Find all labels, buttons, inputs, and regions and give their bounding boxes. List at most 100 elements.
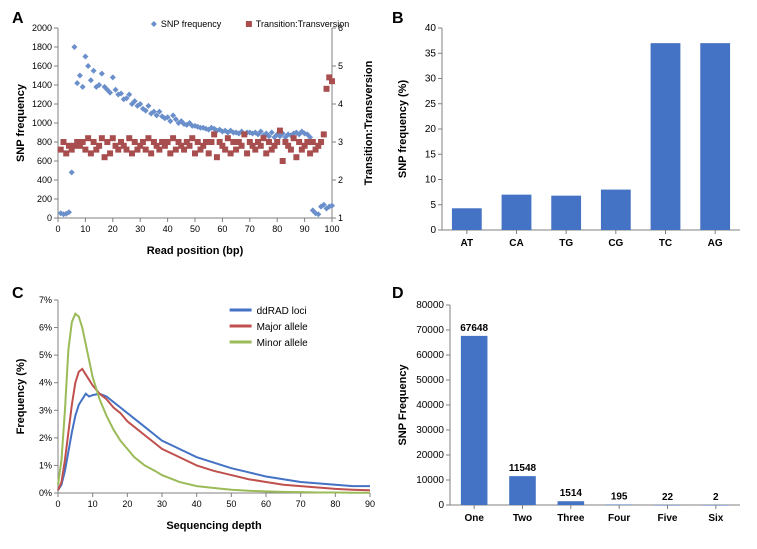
svg-text:2%: 2%: [39, 432, 52, 442]
svg-text:5%: 5%: [39, 350, 52, 360]
panel-b: B 0510152025303540ATCATGCGTCAGSNP freque…: [390, 10, 750, 265]
svg-text:5: 5: [338, 61, 343, 71]
svg-text:Read position (bp): Read position (bp): [147, 245, 244, 257]
svg-text:400: 400: [37, 175, 52, 185]
svg-text:1600: 1600: [32, 61, 52, 71]
svg-text:2: 2: [338, 175, 343, 185]
svg-text:CA: CA: [509, 238, 523, 249]
svg-text:30: 30: [157, 499, 167, 509]
svg-text:40: 40: [163, 224, 173, 234]
svg-text:10: 10: [88, 499, 98, 509]
panel-d-chart: 0100002000030000400005000060000700008000…: [390, 285, 750, 535]
svg-text:35: 35: [425, 48, 437, 59]
svg-text:11548: 11548: [509, 463, 537, 474]
svg-text:30: 30: [425, 74, 437, 85]
svg-text:Transition:Transversion: Transition:Transversion: [256, 19, 349, 29]
svg-text:40: 40: [425, 23, 437, 34]
svg-text:2000: 2000: [32, 23, 52, 33]
svg-text:60: 60: [217, 224, 227, 234]
svg-text:One: One: [464, 513, 484, 524]
svg-text:100: 100: [324, 224, 339, 234]
svg-text:30: 30: [135, 224, 145, 234]
svg-text:80: 80: [330, 499, 340, 509]
svg-text:90: 90: [300, 224, 310, 234]
svg-text:10: 10: [80, 224, 90, 234]
svg-text:70000: 70000: [416, 325, 444, 336]
svg-text:5: 5: [430, 200, 436, 211]
svg-text:20000: 20000: [416, 450, 444, 461]
svg-text:Major allele: Major allele: [257, 322, 309, 333]
svg-text:1800: 1800: [32, 42, 52, 52]
panel-a-label: A: [12, 10, 24, 28]
panel-a-chart: 0102030405060708090100020040060080010001…: [10, 10, 380, 260]
svg-text:1400: 1400: [32, 80, 52, 90]
svg-text:25: 25: [425, 99, 437, 110]
svg-text:70: 70: [245, 224, 255, 234]
svg-text:50000: 50000: [416, 375, 444, 386]
svg-text:1000: 1000: [32, 118, 52, 128]
svg-text:Six: Six: [708, 513, 723, 524]
svg-text:AG: AG: [708, 238, 723, 249]
svg-text:60000: 60000: [416, 350, 444, 361]
svg-text:0: 0: [438, 500, 444, 511]
svg-text:50: 50: [226, 499, 236, 509]
svg-text:67648: 67648: [460, 322, 488, 333]
svg-text:50: 50: [190, 224, 200, 234]
panel-c: C 01020304050607080900%1%2%3%4%5%6%7%Seq…: [10, 285, 380, 540]
panel-b-chart: 0510152025303540ATCATGCGTCAGSNP frequenc…: [390, 10, 750, 260]
svg-text:Four: Four: [608, 513, 630, 524]
svg-text:195: 195: [611, 491, 628, 502]
svg-text:15: 15: [425, 149, 437, 160]
panel-c-chart: 01020304050607080900%1%2%3%4%5%6%7%Seque…: [10, 285, 380, 535]
svg-text:TG: TG: [559, 238, 573, 249]
svg-text:0%: 0%: [39, 488, 52, 498]
svg-text:0: 0: [55, 499, 60, 509]
svg-text:10: 10: [425, 175, 437, 186]
svg-text:0: 0: [47, 213, 52, 223]
svg-text:1%: 1%: [39, 460, 52, 470]
svg-text:1: 1: [338, 213, 343, 223]
svg-text:1200: 1200: [32, 99, 52, 109]
svg-text:Sequencing depth: Sequencing depth: [166, 520, 262, 532]
svg-text:200: 200: [37, 194, 52, 204]
svg-text:SNP frequency: SNP frequency: [15, 83, 27, 162]
svg-text:90: 90: [365, 499, 375, 509]
svg-text:0: 0: [55, 224, 60, 234]
svg-text:Five: Five: [657, 513, 677, 524]
svg-text:ddRAD loci: ddRAD loci: [257, 306, 307, 317]
svg-text:Two: Two: [513, 513, 532, 524]
panel-d-label: D: [392, 285, 404, 303]
svg-text:Three: Three: [557, 513, 585, 524]
svg-text:20: 20: [122, 499, 132, 509]
svg-text:TC: TC: [659, 238, 672, 249]
svg-text:3: 3: [338, 137, 343, 147]
svg-text:70: 70: [296, 499, 306, 509]
svg-text:30000: 30000: [416, 425, 444, 436]
svg-text:20: 20: [108, 224, 118, 234]
svg-text:SNP frequency: SNP frequency: [161, 19, 222, 29]
svg-text:40000: 40000: [416, 400, 444, 411]
svg-text:1514: 1514: [560, 488, 583, 499]
svg-text:0: 0: [430, 225, 436, 236]
panel-d: D 01000020000300004000050000600007000080…: [390, 285, 750, 540]
svg-text:3%: 3%: [39, 405, 52, 415]
svg-text:CG: CG: [608, 238, 623, 249]
svg-text:40: 40: [192, 499, 202, 509]
panel-b-label: B: [392, 10, 404, 28]
svg-text:SNP frequency (%): SNP frequency (%): [397, 80, 409, 179]
svg-text:80: 80: [272, 224, 282, 234]
svg-text:AT: AT: [461, 238, 474, 249]
svg-text:600: 600: [37, 156, 52, 166]
svg-text:Minor allele: Minor allele: [257, 338, 309, 349]
svg-text:80000: 80000: [416, 300, 444, 311]
panel-a: A 01020304050607080901000200400600800100…: [10, 10, 380, 265]
svg-text:4%: 4%: [39, 377, 52, 387]
svg-text:Frequency (%): Frequency (%): [15, 358, 27, 434]
svg-text:4: 4: [338, 99, 343, 109]
svg-text:7%: 7%: [39, 295, 52, 305]
svg-text:2: 2: [713, 491, 719, 502]
svg-text:6%: 6%: [39, 322, 52, 332]
svg-text:Transition:Transversion: Transition:Transversion: [363, 60, 375, 185]
svg-text:800: 800: [37, 137, 52, 147]
svg-text:SNP Frequency: SNP Frequency: [397, 363, 409, 445]
